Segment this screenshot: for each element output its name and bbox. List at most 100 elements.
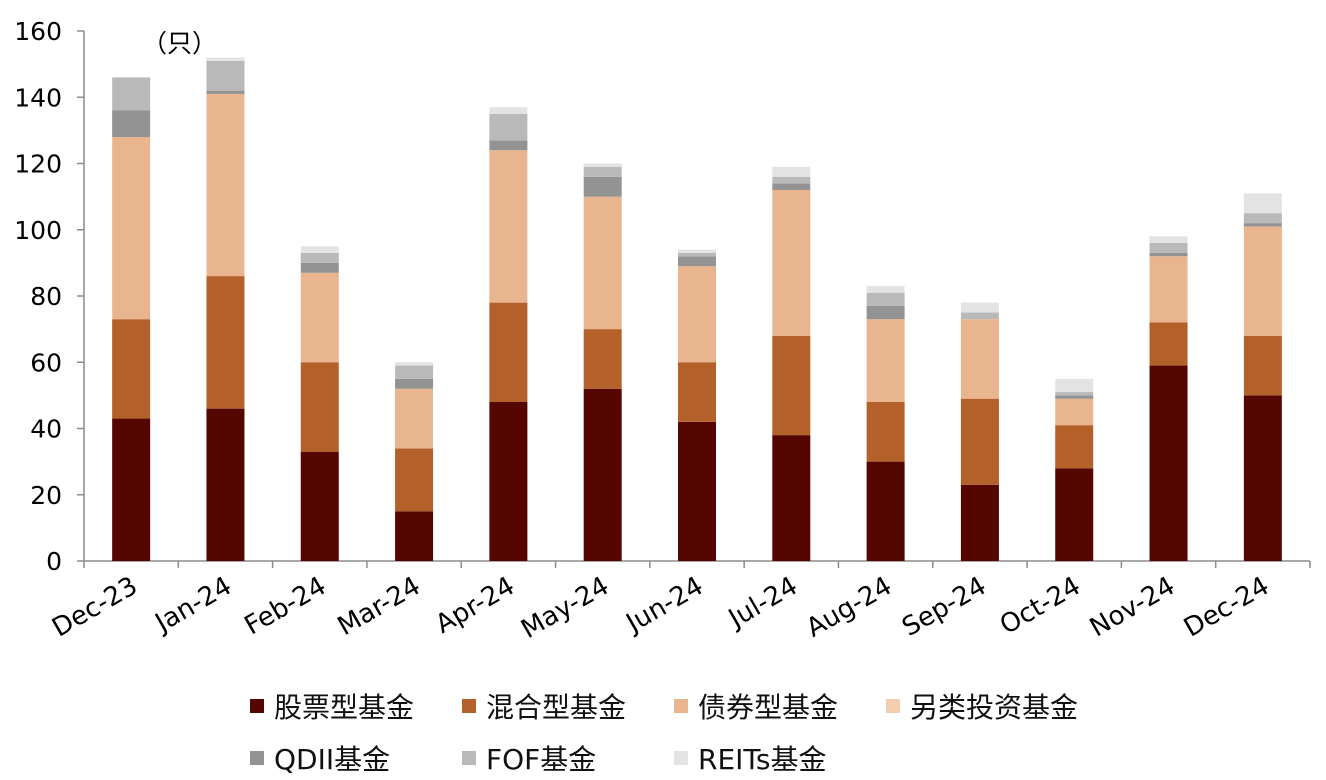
bar-segment bbox=[866, 286, 905, 293]
bar-segment bbox=[1149, 256, 1188, 323]
bar-segment bbox=[678, 362, 716, 422]
bar-segment bbox=[112, 77, 151, 111]
y-tick-label: 120 bbox=[14, 150, 62, 179]
bar-segment bbox=[300, 246, 339, 253]
bar-segment bbox=[960, 319, 999, 399]
bar-segment bbox=[1055, 392, 1094, 396]
bar-segment bbox=[772, 176, 811, 184]
bar-segment bbox=[960, 302, 999, 313]
bar-segment bbox=[1243, 226, 1282, 336]
y-tick-label: 80 bbox=[30, 282, 62, 311]
bar-segment bbox=[489, 302, 528, 402]
y-tick-label: 160 bbox=[14, 17, 62, 46]
bar-segment bbox=[866, 305, 905, 320]
bar-segment bbox=[1055, 395, 1094, 399]
x-category-label: Sep-24 bbox=[897, 571, 991, 643]
bar-segment bbox=[206, 57, 245, 61]
x-category-label: Jun-24 bbox=[620, 571, 709, 640]
bar-segment bbox=[206, 90, 245, 94]
legend-item: 混合型基金 bbox=[462, 686, 626, 726]
bar-segment bbox=[678, 252, 716, 257]
bar-segment bbox=[395, 511, 434, 561]
legend-item: 债券型基金 bbox=[674, 686, 838, 726]
y-tick-label: 40 bbox=[30, 415, 62, 444]
bar-segment bbox=[583, 176, 622, 197]
bar-segment bbox=[112, 137, 151, 320]
bar-segment bbox=[772, 183, 811, 190]
bar-segment bbox=[206, 60, 245, 91]
x-category-label: Jan-24 bbox=[149, 571, 237, 639]
bar-segment bbox=[1149, 322, 1188, 366]
bar-segment bbox=[300, 362, 339, 452]
x-category-label: Feb-24 bbox=[240, 571, 332, 641]
bar-segment bbox=[678, 266, 716, 363]
bar-segment bbox=[1149, 365, 1188, 561]
bar-segment bbox=[960, 312, 999, 320]
legend: 股票型基金 混合型基金 债券型基金 另类投资基金 QDII基金 FOF基金 REITs基金 bbox=[0, 678, 1326, 778]
bar-segment bbox=[489, 113, 528, 141]
bar-segment bbox=[300, 252, 339, 263]
legend-item: REITs基金 bbox=[674, 738, 826, 778]
x-category-label: Aug-24 bbox=[801, 571, 897, 644]
legend-swatch bbox=[250, 699, 264, 713]
bar-segment bbox=[866, 319, 905, 402]
x-category-label: Apr-24 bbox=[431, 571, 520, 640]
bar-segment bbox=[300, 451, 339, 561]
bar-segment bbox=[300, 272, 339, 363]
legend-item: 股票型基金 bbox=[250, 686, 414, 726]
bar-segment bbox=[678, 249, 716, 253]
legend-label: 混合型基金 bbox=[486, 691, 627, 724]
bar-segment bbox=[112, 110, 151, 137]
bar-segment bbox=[1243, 223, 1282, 227]
x-category-label: Jul-24 bbox=[722, 571, 803, 635]
bar-segment bbox=[1243, 335, 1282, 396]
bar-segment bbox=[112, 319, 151, 419]
bar-segment bbox=[960, 484, 999, 561]
bar-segment bbox=[1149, 243, 1188, 253]
legend-swatch bbox=[674, 751, 688, 765]
y-tick-label: 60 bbox=[30, 348, 62, 377]
stacked-bar-chart: 0 20 40 60 80 100 120 140 160 （只） Dec-23 Jan-24 Feb-… bbox=[14, 17, 1311, 645]
legend-swatch bbox=[674, 699, 688, 713]
bar-segment bbox=[395, 388, 434, 449]
legend-swatch bbox=[886, 699, 900, 713]
bar-segment bbox=[866, 402, 905, 462]
bar-segment bbox=[772, 335, 811, 436]
y-tick-label: 20 bbox=[30, 481, 62, 510]
legend-label: REITs基金 bbox=[698, 743, 827, 776]
legend-item: 另类投资基金 bbox=[886, 686, 1078, 726]
bar-segment bbox=[395, 448, 434, 512]
bar-segment bbox=[206, 93, 245, 277]
y-tick-label: 140 bbox=[14, 83, 62, 112]
bar-segment bbox=[489, 107, 528, 114]
legend-label: FOF基金 bbox=[486, 743, 597, 776]
bar-segment bbox=[583, 388, 622, 561]
legend-swatch bbox=[462, 699, 476, 713]
x-category-label: May-24 bbox=[516, 571, 614, 645]
legend-label: 另类投资基金 bbox=[910, 691, 1079, 724]
bar-segment bbox=[1243, 193, 1282, 214]
bar-segment bbox=[1149, 236, 1188, 243]
bar-segment bbox=[489, 140, 528, 151]
bar-segment bbox=[866, 292, 905, 306]
bar-segment bbox=[678, 256, 716, 267]
legend-swatch bbox=[462, 751, 476, 765]
bar-segment bbox=[772, 166, 811, 177]
legend-label: 债券型基金 bbox=[698, 691, 839, 724]
x-category-label: Oct-24 bbox=[995, 571, 1086, 641]
bar-segment bbox=[960, 398, 999, 485]
legend-label: QDII基金 bbox=[274, 743, 391, 776]
bar-segment bbox=[395, 362, 434, 366]
legend-item: QDII基金 bbox=[250, 738, 390, 778]
bar-segment bbox=[583, 163, 622, 167]
bar-segment bbox=[489, 150, 528, 303]
y-tick-label: 0 bbox=[46, 547, 62, 576]
bar-segment bbox=[678, 421, 716, 561]
bar-segment bbox=[866, 461, 905, 561]
legend-item: FOF基金 bbox=[462, 738, 596, 778]
legend-swatch bbox=[250, 751, 264, 765]
bar-segment bbox=[395, 378, 434, 389]
bar-segment bbox=[395, 365, 434, 379]
bar-segment bbox=[1055, 398, 1094, 426]
y-tick-label: 100 bbox=[14, 216, 62, 245]
